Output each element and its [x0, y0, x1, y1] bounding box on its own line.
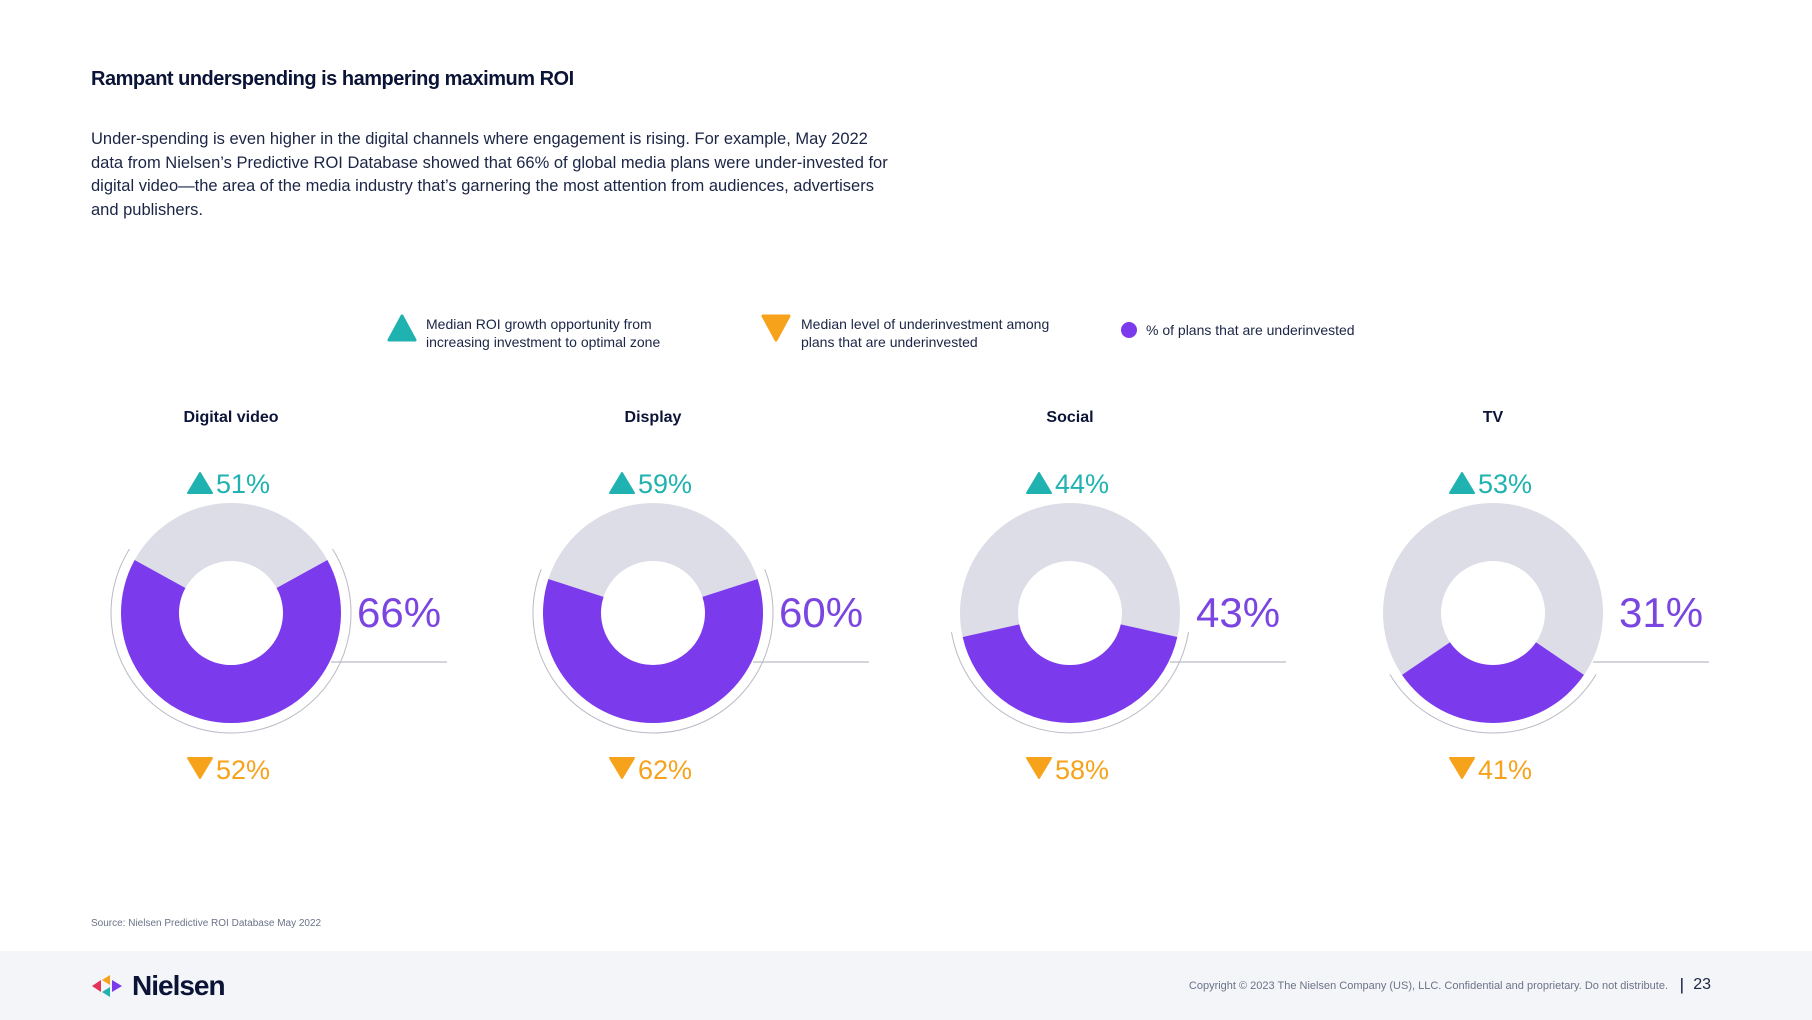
plans-underinvested-value-display: 60% — [779, 589, 863, 636]
triangle-down-icon — [1026, 757, 1052, 779]
triangle-up-icon — [187, 472, 213, 494]
category-label-digital-video: Digital video — [183, 409, 278, 426]
legend-underinvestment-label: Median level of underinvestment among pl… — [801, 316, 1050, 350]
donut-outline-tv — [1389, 674, 1597, 734]
plans-underinvested-value-social: 43% — [1196, 589, 1280, 636]
roi-growth-value-digital-video: 51% — [216, 469, 270, 499]
triangle-down-icon — [761, 314, 791, 342]
triangle-up-icon — [1026, 472, 1052, 494]
intro-paragraph: Under-spending is even higher in the dig… — [91, 130, 888, 219]
page-title: Rampant underspending is hampering maxim… — [91, 68, 574, 90]
page-number: 23 — [1693, 976, 1711, 993]
underinvestment-value-tv: 41% — [1478, 755, 1532, 785]
triangle-up-icon — [1449, 472, 1475, 494]
circle-icon — [1121, 322, 1137, 338]
donut-underinvested-display — [542, 579, 763, 724]
roi-growth-value-tv: 53% — [1478, 469, 1532, 499]
legend-underinvestment: Median level of underinvestment among pl… — [760, 313, 1080, 353]
donut-outline-digital-video — [110, 548, 352, 734]
copyright-text: Copyright © 2023 The Nielsen Company (US… — [1188, 980, 1668, 992]
legend-roi-growth-label: Median ROI growth opportunity from incre… — [426, 316, 661, 350]
category-label-display: Display — [625, 409, 682, 426]
nielsen-logo: Nielsen — [90, 970, 226, 1001]
donut-outline-social — [951, 632, 1189, 734]
footer: Nielsen Copyright © 2023 The Nielsen Com… — [0, 951, 1812, 1020]
donut-remainder-social — [960, 502, 1180, 637]
donut-remainder-display — [548, 503, 758, 597]
underinvestment-value-social: 58% — [1055, 755, 1109, 785]
underinvestment-value-digital-video: 52% — [216, 755, 270, 785]
roi-growth-value-display: 59% — [638, 469, 692, 499]
underinvestment-value-display: 62% — [638, 755, 692, 785]
footer-separator: | — [1679, 975, 1684, 994]
nielsen-logo-text: Nielsen — [132, 970, 226, 1001]
triangle-down-icon — [187, 757, 213, 779]
category-label-tv: TV — [1483, 409, 1504, 426]
legend-plans-label: % of plans that are underinvested — [1146, 322, 1355, 338]
category-label-social: Social — [1046, 409, 1093, 426]
donut-remainder-digital-video — [134, 503, 328, 588]
source-note: Source: Nielsen Predictive ROI Database … — [91, 918, 322, 929]
donut-underinvested-tv — [1402, 642, 1584, 723]
triangle-down-icon — [609, 757, 635, 779]
donut-underinvested-social — [962, 624, 1178, 723]
plans-underinvested-value-digital-video: 66% — [357, 589, 441, 636]
plans-underinvested-value-tv: 31% — [1619, 589, 1703, 636]
triangle-up-icon — [609, 472, 635, 494]
donut-charts: Digital video 66% 51% 52% Display 60% 59% 62% So… — [110, 409, 1709, 785]
legend-roi-growth: Median ROI growth opportunity from incre… — [386, 313, 716, 353]
donut-outline-display — [532, 568, 774, 734]
nielsen-logo-mark-icon — [92, 975, 122, 997]
triangle-down-icon — [1449, 757, 1475, 779]
triangle-up-icon — [387, 314, 417, 342]
donut-underinvested-digital-video — [120, 560, 341, 723]
legend-plans: % of plans that are underinvested — [1120, 313, 1440, 353]
roi-growth-value-social: 44% — [1055, 469, 1109, 499]
donut-remainder-tv — [1383, 503, 1604, 675]
